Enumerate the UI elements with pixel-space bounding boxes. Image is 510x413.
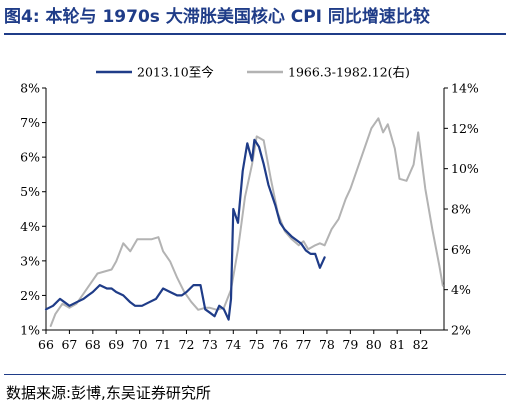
y-tick-label-left: 6% bbox=[20, 150, 40, 165]
series-line-current bbox=[44, 138, 326, 321]
x-tick-label: 82 bbox=[413, 337, 429, 352]
title-divider bbox=[4, 33, 506, 35]
legend-item-current-label: 2013.10至今 bbox=[137, 65, 214, 80]
x-tick-label: 69 bbox=[108, 337, 124, 352]
axes-group: 1% 2% 3% 4% 5% 6% 7% 8% 2% 4% 6% 8% 10% 12% 14% 66 67 68 6… bbox=[20, 81, 479, 353]
chart-title: 图4: 本轮与 1970s 大滞胀美国核心 CPI 同比增速比较 bbox=[4, 7, 430, 27]
x-tick-label: 80 bbox=[366, 337, 382, 352]
x-tick-label: 70 bbox=[132, 337, 148, 352]
x-tick-label: 78 bbox=[319, 337, 335, 352]
series-group bbox=[44, 117, 444, 327]
chart-area: 1% 2% 3% 4% 5% 6% 7% 8% 2% 4% 6% 8% 10% 12% 14% 66 67 68 6… bbox=[20, 65, 479, 353]
x-tick-label: 77 bbox=[296, 337, 312, 352]
y-tick-label-left: 1% bbox=[20, 323, 40, 338]
y-tick-label-right: 10% bbox=[451, 161, 479, 176]
x-tick-label: 71 bbox=[155, 337, 171, 352]
y-tick-label-right: 2% bbox=[451, 323, 471, 338]
y-tick-label-left: 5% bbox=[20, 184, 40, 199]
x-tick-label: 75 bbox=[249, 337, 265, 352]
source-note: 数据来源:彭博,东吴证券研究所 bbox=[6, 384, 211, 402]
y-tick-label-left: 2% bbox=[20, 288, 40, 303]
y-tick-label-right: 8% bbox=[451, 202, 471, 217]
x-tick-label: 72 bbox=[179, 337, 195, 352]
legend: 2013.10至今 1966.3-1982.12(右) bbox=[96, 65, 410, 80]
y-tick-label-right: 14% bbox=[451, 81, 479, 96]
x-tick-label: 74 bbox=[225, 337, 241, 352]
source-divider bbox=[4, 374, 506, 375]
x-tick-label: 66 bbox=[38, 337, 54, 352]
legend-item-1970s-label: 1966.3-1982.12(右) bbox=[288, 65, 410, 80]
y-tick-label-right: 12% bbox=[451, 121, 479, 136]
x-tick-label: 73 bbox=[202, 337, 218, 352]
x-tick-label: 76 bbox=[272, 337, 288, 352]
y-tick-label-right: 4% bbox=[451, 282, 471, 297]
x-tick-label: 79 bbox=[342, 337, 358, 352]
y-tick-label-left: 8% bbox=[20, 81, 40, 96]
y-tick-label-left: 3% bbox=[20, 253, 40, 268]
x-tick-label: 68 bbox=[85, 337, 101, 352]
y-tick-label-left: 7% bbox=[20, 115, 40, 130]
x-tick-label: 81 bbox=[389, 337, 405, 352]
x-tick-label: 67 bbox=[61, 337, 77, 352]
y-tick-label-left: 4% bbox=[20, 219, 40, 234]
series-line-1970s bbox=[49, 117, 444, 327]
y-tick-label-right: 6% bbox=[451, 242, 471, 257]
